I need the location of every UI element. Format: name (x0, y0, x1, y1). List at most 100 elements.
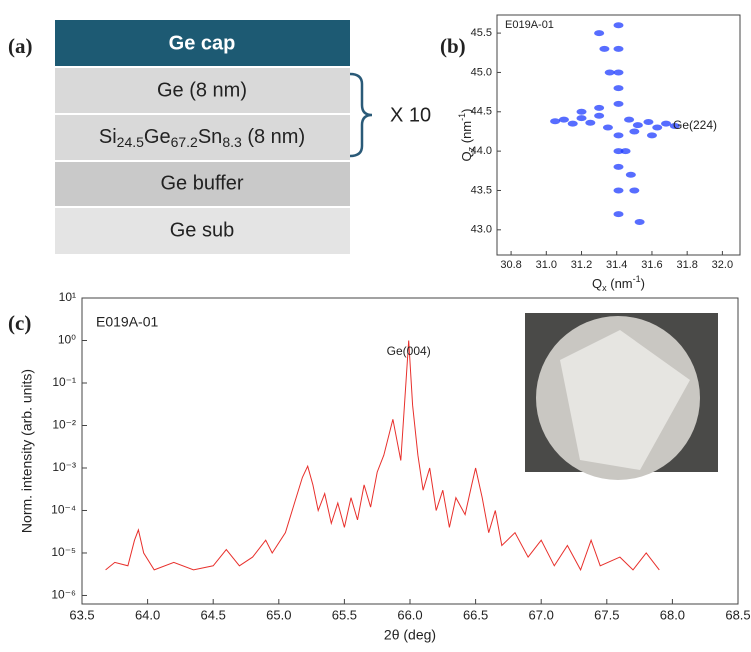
x-tick-label: 67.0 (529, 607, 554, 622)
y-tick-label: 10⁻² (52, 418, 76, 432)
y-tick-label: 10⁻¹ (52, 375, 76, 389)
x-tick-label: 64.0 (135, 607, 160, 622)
layer-label: Ge cap (169, 32, 236, 54)
rsm-point (567, 120, 578, 127)
y-tick-label: 10⁰ (58, 333, 76, 347)
axis-title: Qz (nm-1) (457, 109, 476, 162)
y-tick-label: 44.0 (471, 145, 492, 157)
rsm-point (613, 22, 624, 29)
rsm-point (576, 108, 587, 115)
layer-stack: Ge cap Ge (8 nm) Si24.5Ge67.2Sn8.3 (8 nm… (55, 20, 431, 254)
axis-title-part: (nm (607, 276, 633, 291)
glare (560, 330, 690, 470)
layer-label: Ge (8 nm) (157, 79, 247, 101)
x-tick-label: 66.0 (397, 607, 422, 622)
y-axis-title: Norm. intensity (arb. units) (19, 369, 35, 533)
y-tick-label: 10⁻⁴ (51, 503, 76, 517)
y-tick-label: 43.0 (471, 224, 492, 236)
rsm-point (661, 120, 672, 127)
rsm-point (594, 104, 605, 111)
panel-label: (b) (440, 34, 466, 58)
rsm-point (613, 45, 624, 52)
rsm-point (613, 85, 624, 92)
axis-title-part: ) (459, 109, 474, 113)
panel-label: (a) (8, 34, 33, 58)
photo-inset (525, 313, 718, 480)
rsm-point (604, 69, 615, 76)
x-tick-label: 67.5 (594, 607, 619, 622)
x-tick-label: 65.0 (266, 607, 291, 622)
rsm-point (613, 132, 624, 139)
x-tick-label: 31.2 (571, 259, 592, 271)
x-tick-label: 66.5 (463, 607, 488, 622)
y-tick-label: 10⁻⁵ (51, 545, 76, 559)
x-tick-label: 68.5 (725, 607, 750, 622)
rsm-point (594, 30, 605, 37)
xrd-line (105, 340, 660, 572)
layer-label: Ge sub (170, 219, 234, 241)
panel-tag: E019A-01 (96, 314, 158, 330)
y-tick-label: 45.5 (471, 27, 492, 39)
x-tick-label: 68.0 (660, 607, 685, 622)
rsm-point (652, 124, 663, 131)
rsm-point (576, 115, 587, 122)
rsm-point (613, 100, 624, 107)
rsm-point (669, 122, 680, 129)
repeat-label: X 10 (390, 104, 431, 126)
rsm-point (629, 187, 640, 194)
rsm-point (632, 122, 643, 129)
rsm-point (599, 45, 610, 52)
annotation: Ge(224) (673, 118, 717, 132)
panel-tag: E019A-01 (505, 19, 554, 31)
y-tick-label: 45.0 (471, 66, 492, 78)
axis-title-part: (nm (459, 121, 474, 147)
y-tick-label: 43.5 (471, 184, 492, 196)
x-tick-label: 31.4 (606, 259, 627, 271)
x-tick-label: 31.0 (536, 259, 557, 271)
layer-label: Ge buffer (160, 172, 243, 194)
rsm-point (613, 187, 624, 194)
layer-label: Si24.5Ge67.2Sn8.3 (8 nm) (99, 126, 305, 149)
rsm-point (613, 211, 624, 218)
rsm-point (624, 116, 635, 123)
layer (55, 115, 350, 160)
x-tick-label: 65.5 (332, 607, 357, 622)
axis-title-part: -1 (457, 113, 467, 121)
rsm-point (594, 112, 605, 119)
axis-title-part: x (602, 283, 607, 293)
rsm-point (613, 69, 624, 76)
x-axis-title: 2θ (deg) (384, 627, 436, 643)
axis-title-part: z (466, 146, 476, 151)
rsm-point (602, 124, 613, 131)
rsm-point (613, 163, 624, 170)
y-tick-label: 10⁻³ (52, 460, 76, 474)
rsm-point (625, 171, 636, 178)
axis-title-part: ) (641, 276, 645, 291)
y-tick-label: 10⁻⁶ (51, 588, 76, 602)
rsm-point (643, 119, 654, 126)
rsm-point (613, 148, 624, 155)
rsm-point (620, 148, 631, 155)
x-tick-label: 32.0 (712, 259, 733, 271)
layer (55, 68, 350, 113)
layer (55, 162, 350, 206)
y-tick-label: 10¹ (59, 290, 76, 304)
x-tick-label: 31.8 (676, 259, 697, 271)
rsm-point (550, 118, 561, 125)
bracket (349, 72, 373, 158)
layer (55, 20, 350, 66)
x-tick-label: 31.6 (641, 259, 662, 271)
axis-title-part: -1 (633, 274, 641, 284)
panel-label: (c) (8, 311, 31, 335)
plot-frame (496, 14, 741, 256)
rsm-point (629, 128, 640, 135)
x-tick-label: 64.5 (201, 607, 226, 622)
rsm-point (558, 116, 569, 123)
axis-title: Qx (nm-1) (592, 274, 645, 293)
axis-title-part: Q (459, 151, 474, 161)
x-tick-label: 30.8 (500, 259, 521, 271)
annotation: Ge(004) (387, 344, 431, 358)
rsm-point (634, 218, 645, 225)
x-tick-label: 63.5 (69, 607, 94, 622)
